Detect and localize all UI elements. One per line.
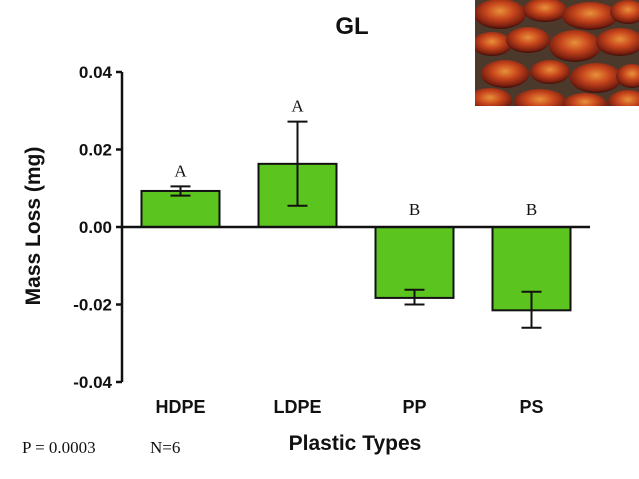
bar-pp xyxy=(374,226,455,299)
x-tick-label: PP xyxy=(402,397,426,417)
x-tick-label: HDPE xyxy=(155,397,205,417)
x-axis-title: Plastic Types xyxy=(289,432,422,455)
y-axis-title: Mass Loss (mg) xyxy=(22,147,45,306)
significance-letter: A xyxy=(174,161,187,180)
y-tick-label: 0.02 xyxy=(79,141,112,160)
reishi-mushroom-photo xyxy=(475,0,639,106)
p-value-note: P = 0.0003 xyxy=(22,438,96,457)
y-tick-label: -0.02 xyxy=(73,296,112,315)
significance-letter: B xyxy=(526,200,537,219)
y-tick-label: 0.04 xyxy=(79,63,113,82)
x-tick-label: LDPE xyxy=(273,397,321,417)
x-tick-label: PS xyxy=(519,397,543,417)
y-tick-label: -0.04 xyxy=(73,373,112,392)
sample-size-note: N=6 xyxy=(150,438,180,457)
plot-area: 0.04 0.02 0.00 -0.02 -0.04 A HDPE A LDPE B PP B PS xyxy=(73,63,590,417)
y-tick-label: 0.00 xyxy=(79,218,112,237)
significance-letter: B xyxy=(409,200,420,219)
chart-title: GL xyxy=(335,13,368,40)
significance-letter: A xyxy=(291,97,304,116)
